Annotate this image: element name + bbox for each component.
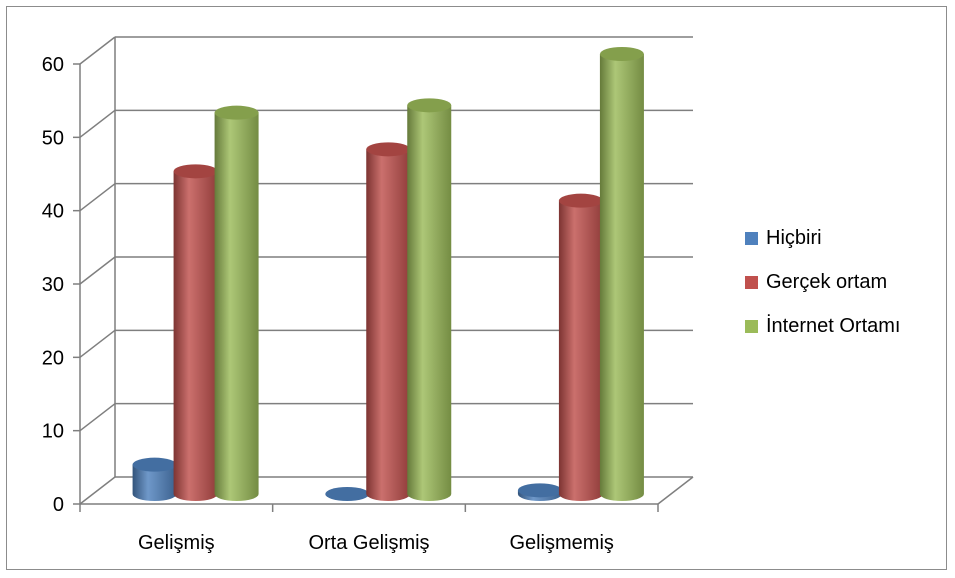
y-tick-label-1: 10 [42,421,64,443]
x-tick-label-2: Gelişmemiş [509,532,613,554]
bar-geli-memi--2-body [599,54,644,502]
bar-geli-memi--1-top [558,193,603,208]
bar-orta-geli-mi--1 [366,142,411,502]
bar-geli-memi--2-top [599,47,644,61]
bar-orta-geli-mi--1-top [366,142,411,157]
legend-swatch-hicbiri [745,231,758,245]
x-tick-label-1: Orta Gelişmiş [308,532,429,554]
bar-orta-geli-mi--2-top [407,98,452,113]
bar-orta-geli-mi--2 [407,98,452,502]
bar-geli-memi--0 [517,483,562,502]
bars-layer [132,47,644,502]
bar-geli-mi--2-top [214,105,259,120]
y-tick-label-0: 0 [53,494,64,516]
legend-swatch-internet-ortami [745,319,758,333]
bar-orta-geli-mi--0-top [325,487,370,501]
legend-item-internet-ortami: İnternet Ortamı [745,314,901,338]
bar-geli-memi--2 [599,47,644,502]
grid-slant-0 [79,476,116,505]
x-tick-label-0: Gelişmiş [138,532,215,554]
bar-geli-mi--1-top [173,164,218,179]
bar-orta-geli-mi--0 [325,487,370,501]
y-tick-label-2: 20 [42,347,64,369]
bar-geli-memi--1 [558,193,603,502]
bar-geli-memi--0-top [517,483,562,498]
legend-label-gercek-ortam: Gerçek ortam [766,270,888,293]
y-tick-label-4: 40 [42,201,64,223]
grid-slant-6 [79,36,116,65]
grid-slant-3 [79,256,116,285]
bar-geli-mi--2-body [214,112,259,502]
bar-geli-mi--1-body [173,171,218,502]
legend: Hiçbiri Gerçek ortam İnternet Ortamı [745,226,901,358]
grid-slant-5 [79,109,116,138]
grid-slant-1 [79,403,116,432]
bar-geli-mi--0 [132,457,177,502]
y-tick-label-3: 30 [42,274,64,296]
bar-geli-mi--0-body [132,464,177,502]
bar-orta-geli-mi--1-body [366,149,411,502]
labels-layer: 0 10 20 30 40 50 60 Gelişmiş Orta Gelişmiş Gelişm… [42,54,614,554]
y-tick-label-6: 60 [42,54,64,76]
bar-geli-mi--2 [214,105,259,502]
axis-layer [73,63,659,512]
legend-item-hicbiri: Hiçbiri [745,226,901,250]
floor-right-edge [657,476,694,505]
legend-label-hicbiri: Hiçbiri [766,226,822,249]
y-tick-label-5: 50 [42,127,64,149]
legend-item-gercek-ortam: Gerçek ortam [745,270,901,294]
bar-geli-mi--0-top [132,457,177,472]
bar-geli-mi--1 [173,164,218,502]
grid-slant-4 [79,183,116,212]
bar-orta-geli-mi--2-body [407,105,452,502]
bar-geli-memi--1-body [558,200,603,502]
legend-label-internet-ortami: İnternet Ortamı [766,314,901,337]
grid-slant-2 [79,329,116,358]
legend-swatch-gercek-ortam [745,275,758,289]
